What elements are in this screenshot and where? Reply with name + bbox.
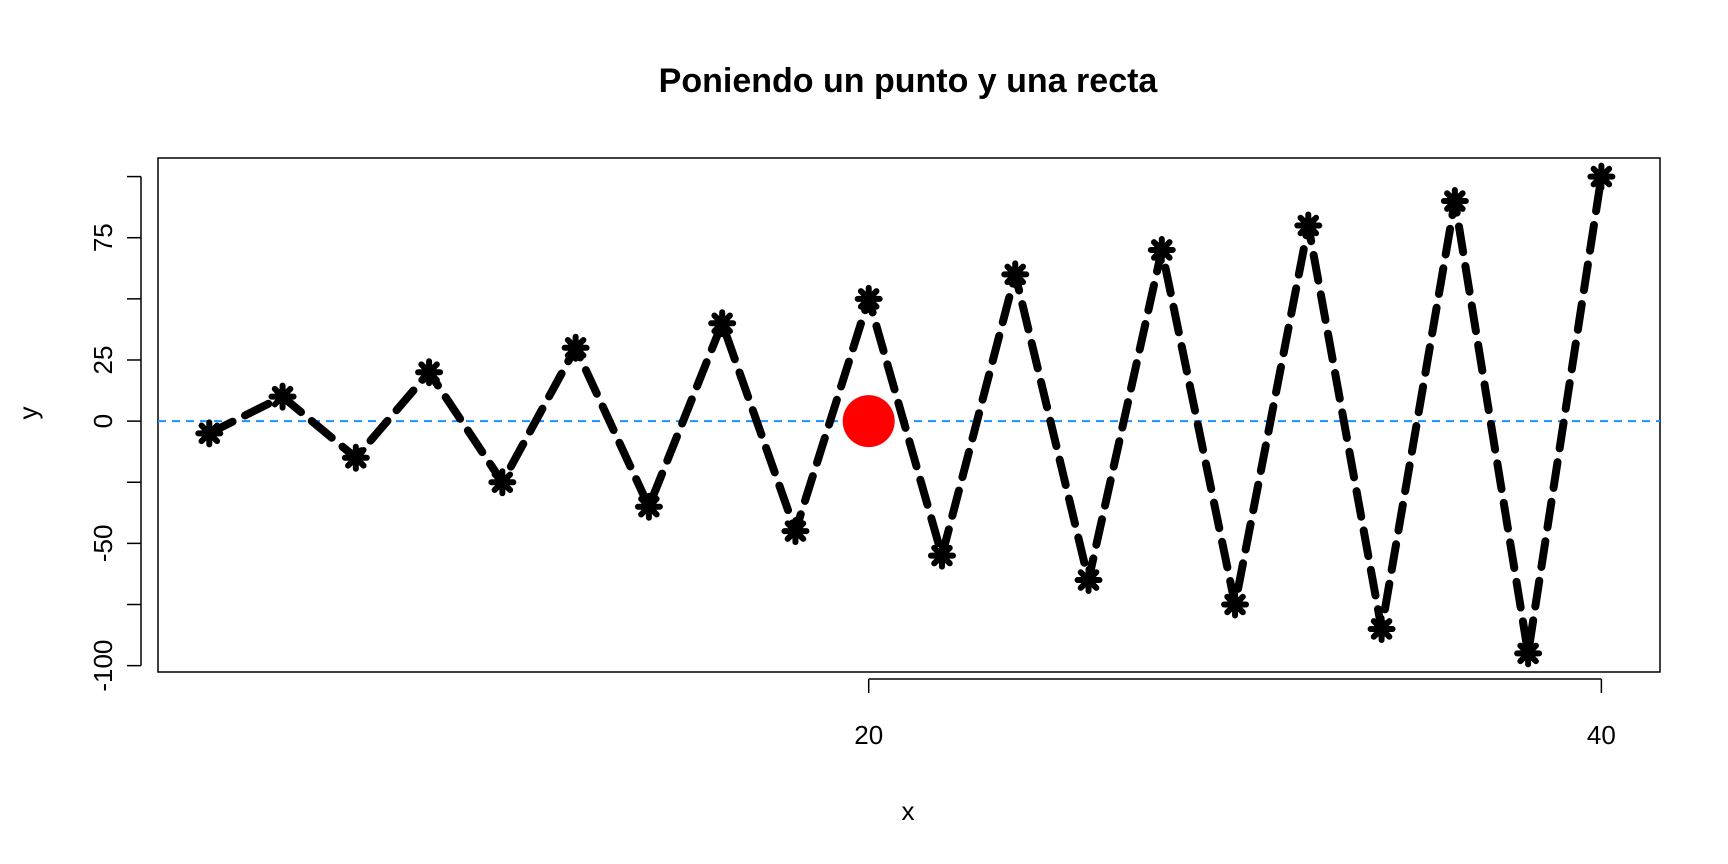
data-point-marker bbox=[927, 541, 956, 570]
series-line bbox=[205, 172, 1606, 658]
data-point-marker bbox=[1367, 614, 1396, 643]
y-tick-label: 25 bbox=[88, 346, 118, 375]
plot-frame bbox=[157, 157, 1661, 673]
data-point-marker bbox=[1587, 162, 1616, 191]
data-point-marker bbox=[561, 333, 590, 362]
data-point-marker bbox=[854, 284, 883, 313]
y-tick-label: -50 bbox=[88, 525, 118, 563]
data-point-marker bbox=[341, 443, 370, 472]
data-point-marker bbox=[195, 419, 224, 448]
chart-title: Poniendo un punto y una recta bbox=[659, 62, 1159, 100]
x-axis-label: x bbox=[902, 796, 915, 826]
data-point-marker bbox=[708, 309, 737, 338]
data-point-marker bbox=[1147, 235, 1176, 264]
data-point-marker bbox=[1294, 211, 1323, 240]
x-tick-label: 20 bbox=[854, 720, 883, 750]
data-point-marker bbox=[1221, 590, 1250, 619]
y-tick-label: 0 bbox=[88, 414, 118, 428]
y-tick-label: -100 bbox=[88, 640, 118, 692]
data-point-marker bbox=[1440, 187, 1469, 216]
y-tick-label: 75 bbox=[88, 223, 118, 252]
data-point-marker bbox=[1074, 566, 1103, 595]
data-point-marker bbox=[781, 517, 810, 546]
y-axis-label: y bbox=[13, 407, 43, 420]
data-point-marker bbox=[1514, 639, 1543, 668]
data-point-marker bbox=[268, 382, 297, 411]
data-point-marker bbox=[488, 468, 517, 497]
data-point-marker bbox=[415, 358, 444, 387]
data-point-marker bbox=[634, 492, 663, 521]
x-tick-label: 40 bbox=[1587, 720, 1616, 750]
highlight-point bbox=[842, 395, 895, 448]
plot-area: 20 40 -100 -50 0 25 75 bbox=[88, 157, 1661, 750]
data-point-marker bbox=[1001, 260, 1030, 289]
